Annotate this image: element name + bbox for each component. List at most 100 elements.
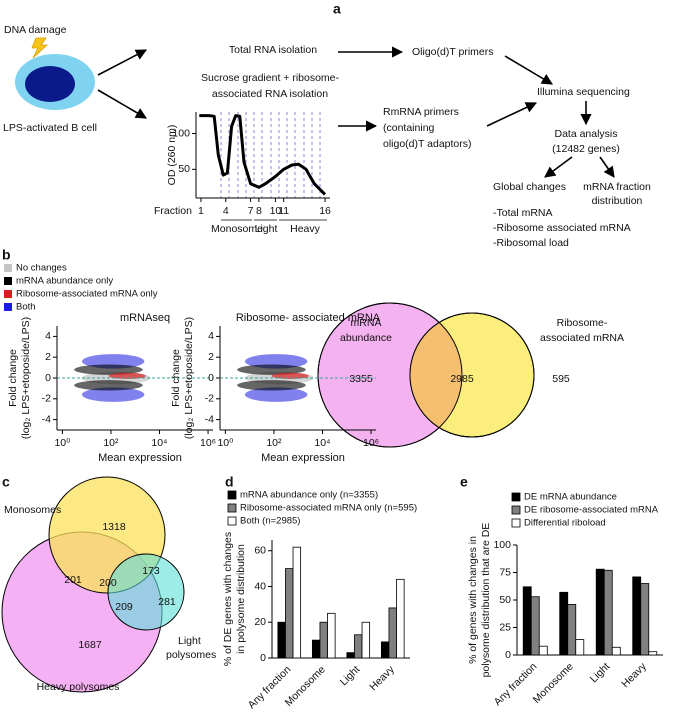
venn-set-label: associated mRNA	[540, 332, 624, 344]
y-tick-label: 2	[208, 351, 214, 363]
label: Sucrose gradient + ribosome-	[201, 72, 340, 84]
label: Illumina sequencing	[537, 86, 630, 98]
bar	[285, 568, 294, 659]
nucleus	[25, 66, 75, 102]
legend-swatch	[4, 264, 12, 272]
point-cloud	[81, 387, 145, 402]
legend-swatch	[227, 516, 237, 526]
y-axis-label: polysome distribution that are DE	[480, 523, 492, 678]
x-tick-label: 10⁶	[363, 437, 379, 449]
arrow	[599, 156, 615, 178]
y-tick-label: -4	[42, 413, 51, 425]
x-tick-label: 10⁰	[54, 437, 71, 449]
x-tick-label: 7	[248, 205, 254, 217]
x-tick-label: 4	[223, 205, 229, 217]
x-tick-label: 1	[198, 205, 204, 217]
line	[199, 114, 327, 196]
x-tick-label: 10	[270, 205, 282, 217]
bar	[277, 621, 286, 659]
y-tick-label: 20	[254, 616, 266, 628]
y-tick-label: 0	[45, 372, 51, 384]
bar	[327, 612, 336, 659]
legend-label: Both	[16, 302, 36, 313]
lightning-icon	[31, 37, 49, 59]
point-cloud	[74, 364, 143, 375]
label: -Total mRNA	[493, 207, 553, 219]
panel-label: c	[2, 474, 10, 490]
y-tick-label: 25	[499, 621, 511, 633]
panel-label: a	[333, 1, 341, 17]
label: RmRNA primers	[383, 106, 459, 118]
point-cloud	[74, 380, 143, 391]
label: Monosome	[211, 223, 263, 235]
point-cloud	[237, 380, 306, 391]
venn-count: 173	[142, 565, 160, 577]
x-tick-label: 10⁴	[151, 437, 167, 449]
legend-swatch	[4, 303, 12, 311]
panel-label: e	[460, 474, 468, 490]
label: Oligo(d)T primers	[412, 46, 494, 58]
bar	[632, 576, 642, 656]
bar	[567, 604, 577, 656]
label: DNA damage	[4, 24, 67, 36]
venn-overlap	[410, 313, 462, 437]
legend-swatch	[227, 490, 237, 500]
y-tick-label: 2	[45, 351, 51, 363]
y-axis-label: % of genes with changes in	[467, 536, 479, 664]
label: Data analysis	[554, 128, 617, 140]
legend-label: mRNA abundance only (n=3355)	[240, 490, 378, 501]
y-axis-label: % of DE genes with changes	[222, 532, 234, 666]
point-cloud	[271, 372, 309, 380]
bar	[648, 651, 658, 656]
venn-count: 200	[99, 577, 117, 589]
venn-set-label: mRNA	[351, 317, 382, 329]
venn-count: 281	[158, 596, 176, 608]
arrow	[504, 55, 553, 85]
arrow	[97, 49, 147, 76]
legend-label: Ribosome-associated mRNA only	[16, 289, 158, 300]
y-axis-label: (log₂ LPS+etoposide/LPS)	[20, 317, 32, 439]
venn-set-label: Ribosome-	[557, 317, 608, 329]
bar	[575, 639, 585, 656]
legend-label: Differential riboload	[524, 518, 606, 529]
y-axis-label: OD (260 nm)	[166, 125, 178, 186]
venn-count: 1318	[102, 521, 126, 533]
arrow	[544, 156, 573, 178]
legend-label: Both (n=2985)	[240, 516, 300, 527]
venn-set-label: Light	[178, 635, 201, 647]
bar	[611, 646, 621, 656]
y-tick-label: 4	[45, 330, 51, 342]
label: (containing	[383, 122, 435, 134]
bar	[595, 568, 605, 656]
bar	[396, 578, 405, 659]
bar	[530, 596, 540, 656]
label: oligo(d)T adaptors)	[383, 138, 472, 150]
bar	[380, 641, 390, 659]
x-axis-label: Mean expression	[261, 452, 345, 464]
x-tick-label: Light	[588, 661, 613, 686]
point-cloud	[108, 372, 146, 380]
x-tick-label: Light	[338, 664, 363, 689]
y-tick-label: 60	[254, 545, 266, 557]
legend-label: DE ribosome-associated mRNA	[524, 505, 659, 516]
venn-outline	[409, 312, 535, 438]
label: -Ribosomal load	[493, 237, 569, 249]
bar	[319, 621, 328, 659]
point-cloud	[244, 387, 308, 402]
venn-count: 595	[552, 373, 570, 385]
y-axis-label: (log₂ LPS+etoposide/LPS)	[183, 317, 195, 439]
legend-label: DE mRNA abundance	[524, 492, 617, 503]
fraction-dividers	[220, 112, 321, 198]
label: (12482 genes)	[552, 143, 620, 155]
venn-count: 2985	[450, 373, 474, 385]
y-tick-label: 0	[208, 372, 214, 384]
venn-count: 3355	[349, 373, 373, 385]
venn-count: 1687	[78, 639, 102, 651]
y-tick-label: 4	[208, 330, 214, 342]
legend-swatch	[511, 492, 521, 502]
venn-count: 209	[115, 601, 133, 613]
bar	[640, 583, 650, 656]
y-tick-label: 100	[493, 539, 511, 551]
y-axis-label: Fold change	[7, 349, 19, 407]
